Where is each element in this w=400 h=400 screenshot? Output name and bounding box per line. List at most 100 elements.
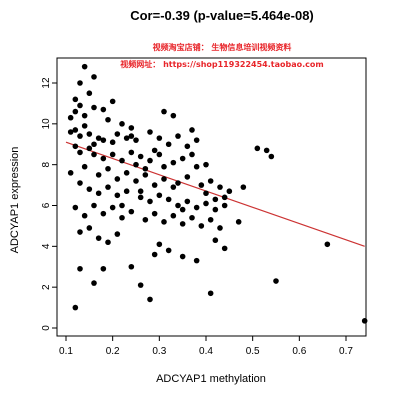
x-axis: 0.1 0.2 0.3 0.4 0.5 0.6 0.7 — [59, 335, 353, 357]
data-point — [77, 180, 83, 186]
data-point — [193, 137, 200, 143]
data-point — [119, 121, 125, 127]
data-point — [179, 206, 186, 213]
data-point — [72, 96, 79, 103]
data-point — [147, 157, 153, 164]
data-point — [91, 280, 97, 286]
regression-line-group — [65, 141, 365, 247]
data-point — [128, 133, 135, 139]
data-point — [217, 184, 223, 190]
data-point — [123, 170, 130, 176]
data-point — [133, 161, 139, 168]
data-point — [109, 139, 116, 146]
data-point — [212, 206, 219, 213]
data-point — [212, 237, 219, 244]
data-point — [128, 149, 135, 156]
data-point — [114, 131, 121, 137]
data-point — [179, 155, 186, 162]
data-point — [175, 133, 181, 139]
data-point — [81, 123, 88, 129]
data-point — [361, 318, 368, 324]
data-point — [114, 192, 121, 199]
data-point — [81, 212, 88, 219]
x-axis-label: ADCYAP1 methylation — [156, 373, 266, 385]
data-point — [67, 129, 74, 135]
data-point — [100, 210, 107, 217]
data-point — [77, 149, 83, 156]
data-point — [91, 151, 97, 158]
data-point — [114, 176, 121, 182]
data-point — [161, 219, 167, 225]
data-point — [86, 90, 93, 97]
data-point — [156, 192, 163, 199]
data-point — [91, 202, 97, 209]
data-point — [207, 290, 214, 297]
data-point — [86, 225, 93, 231]
data-point — [170, 112, 177, 119]
data-point — [147, 296, 153, 303]
data-point — [179, 253, 186, 260]
x-tick-label: 0.4 — [199, 346, 213, 357]
data-point — [128, 125, 135, 131]
data-point — [119, 214, 125, 221]
data-point — [67, 114, 74, 121]
data-point — [147, 198, 153, 205]
data-point — [86, 186, 93, 192]
data-point — [156, 135, 163, 141]
data-point — [67, 170, 74, 176]
data-point — [91, 141, 97, 148]
annotation-shop-name: 视频淘宝店铺： 生物信息培训视频资料 — [153, 42, 292, 52]
data-point — [221, 194, 228, 201]
data-point — [189, 127, 195, 133]
data-point — [100, 265, 107, 272]
data-point — [142, 165, 149, 172]
data-point — [193, 257, 200, 264]
data-point — [95, 235, 102, 241]
data-point — [119, 202, 125, 209]
data-point — [128, 208, 135, 215]
data-point — [119, 157, 125, 164]
x-tick-label: 0.5 — [246, 346, 260, 357]
data-point — [221, 245, 228, 252]
x-tick-label: 0.2 — [106, 346, 120, 357]
data-point — [77, 229, 83, 235]
data-point — [184, 174, 191, 180]
data-point — [226, 188, 233, 195]
y-tick-label: 4 — [41, 243, 52, 249]
data-point — [81, 112, 88, 119]
data-point — [114, 231, 121, 237]
data-point — [221, 202, 228, 209]
annotation-shop-url: 视频网址： https://shop119322454.taobao.com — [120, 59, 323, 69]
x-tick-label: 0.3 — [152, 346, 166, 357]
data-point — [198, 223, 205, 229]
data-point — [170, 159, 177, 166]
chart-title: Cor=-0.39 (p-value=5.464e-08) — [130, 8, 314, 23]
data-point — [72, 108, 79, 115]
data-point — [184, 198, 191, 205]
data-point — [324, 241, 331, 248]
data-point — [95, 135, 102, 141]
data-point — [137, 153, 144, 160]
data-point — [137, 282, 144, 288]
data-point — [203, 161, 209, 168]
y-tick-label: 10 — [41, 118, 52, 130]
y-tick-label: 0 — [41, 325, 52, 331]
data-point — [142, 172, 149, 178]
data-point — [147, 129, 153, 135]
y-axis: 0 2 4 6 8 10 12 — [41, 77, 58, 331]
data-point — [91, 104, 97, 111]
data-point — [81, 163, 88, 170]
y-tick-label: 2 — [41, 284, 52, 290]
data-point — [156, 151, 163, 158]
data-point — [170, 184, 177, 190]
data-point — [189, 151, 195, 158]
data-point — [254, 145, 261, 152]
data-point — [81, 63, 88, 70]
data-point — [128, 263, 135, 270]
data-point — [175, 180, 181, 186]
x-tick-label: 0.1 — [59, 346, 73, 357]
data-point — [72, 304, 79, 311]
data-point — [72, 127, 79, 133]
data-point — [207, 216, 214, 223]
